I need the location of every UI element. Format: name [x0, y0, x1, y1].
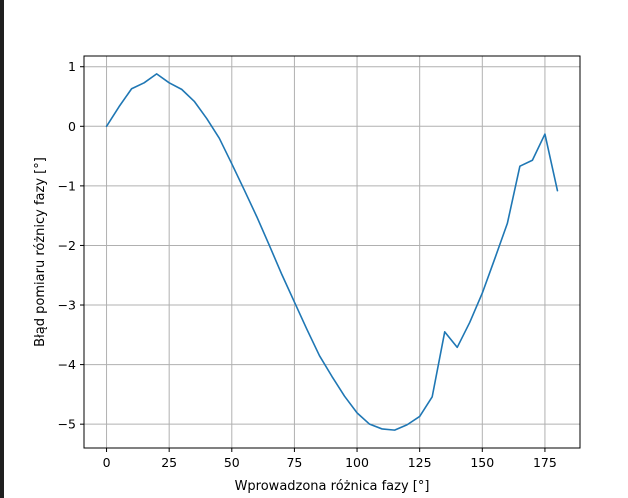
y-axis-label: Błąd pomiaru różnicy fazy [°]	[33, 157, 48, 347]
y-tick-label: −1	[58, 178, 76, 193]
y-tick-label: 1	[68, 59, 76, 74]
x-tick-label: 125	[408, 455, 432, 470]
x-tick-label: 175	[533, 455, 557, 470]
y-tick-label: 0	[68, 119, 76, 134]
grid	[84, 56, 580, 448]
series-layer	[105, 73, 559, 431]
x-tick-label: 0	[103, 455, 111, 470]
x-tick-label: 50	[224, 455, 240, 470]
y-tick-label: −3	[58, 298, 76, 313]
x-tick-label: 100	[345, 455, 369, 470]
axes-frame	[83, 55, 581, 449]
x-tick-label: 75	[286, 455, 302, 470]
x-axis-label: Wprowadzona różnica fazy [°]	[235, 479, 430, 494]
x-tick-label: 25	[161, 455, 177, 470]
window-edge	[0, 0, 4, 498]
series-line	[105, 73, 559, 431]
y-tick-label: −2	[58, 238, 76, 253]
x-axis: 0 25 50 75 100 125 150 175	[103, 448, 557, 470]
y-tick-label: −5	[58, 417, 76, 432]
x-tick-label: 150	[470, 455, 494, 470]
y-axis: 1 0 −1 −2 −3 −4 −5	[58, 59, 84, 432]
y-tick-label: −4	[58, 357, 76, 372]
